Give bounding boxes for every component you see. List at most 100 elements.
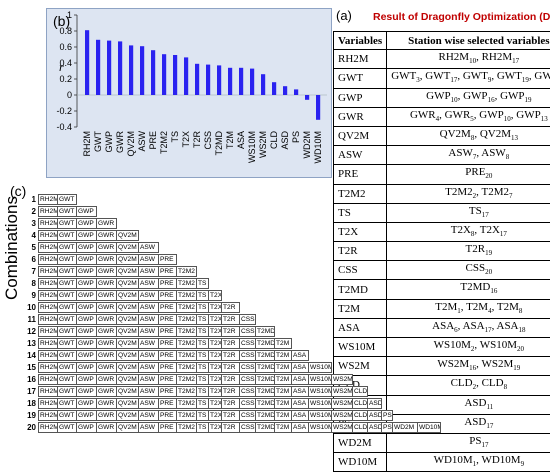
combination-cell: T2M2 <box>176 350 197 361</box>
combination-number: 6 <box>22 255 36 264</box>
combination-cell: GWR <box>96 350 117 361</box>
combination-cell: T2X <box>208 290 222 301</box>
combination-cell: RH2M <box>38 290 58 301</box>
combination-cell: PRE <box>158 326 177 337</box>
combination-cell: GWR <box>96 362 117 373</box>
combination-cell: WS2M <box>331 422 353 433</box>
combination-number: 14 <box>22 351 36 360</box>
combination-cell: GWR <box>96 290 117 301</box>
combination-cell: PRE <box>158 278 177 289</box>
combination-cell: ASA <box>291 350 309 361</box>
combination-cell: T2R <box>221 386 240 397</box>
combination-cell: WS2M <box>331 410 353 421</box>
combination-cell: WS10M <box>308 386 332 397</box>
combination-cell: CSS <box>239 338 256 349</box>
combination-number: 3 <box>22 219 36 228</box>
combination-cell: PRE <box>158 290 177 301</box>
combination-cell: GWT <box>57 398 77 409</box>
combination-cell: RH2M <box>38 278 58 289</box>
combination-cell: GWP <box>76 290 97 301</box>
combination-cell: T2MD <box>255 326 275 337</box>
combination-cell: GWT <box>57 326 77 337</box>
combination-cell: CSS <box>239 422 256 433</box>
combination-cell: QV2M <box>116 266 139 277</box>
combination-cell: PRE <box>158 266 177 277</box>
combination-number: 13 <box>22 339 36 348</box>
combination-cell: GWT <box>57 290 77 301</box>
combination-cell: T2X <box>208 350 222 361</box>
combination-cell: CSS <box>239 386 256 397</box>
combination-cell: GWR <box>96 278 117 289</box>
combination-cell: QV2M <box>116 290 139 301</box>
combination-cell: T2MD <box>255 362 275 373</box>
combination-cell: GWP <box>76 254 97 265</box>
combination-cell: ASW <box>138 338 159 349</box>
combination-cell: QV2M <box>116 326 139 337</box>
combination-cell: RH2M <box>38 206 58 217</box>
combination-cell: GWP <box>76 338 97 349</box>
combination-cell: WS2M <box>331 386 353 397</box>
combination-cell: T2X <box>208 398 222 409</box>
combination-cell: QV2M <box>116 398 139 409</box>
combination-cell: T2M2 <box>176 422 197 433</box>
combination-cell: PRE <box>158 314 177 325</box>
combination-cell: RH2M <box>38 410 58 421</box>
combination-cell: T2R <box>221 314 240 325</box>
combination-number: 2 <box>22 207 36 216</box>
combination-cell: T2X <box>208 314 222 325</box>
combination-cell: WS10M <box>308 362 332 373</box>
combination-cell: RH2M <box>38 302 58 313</box>
combination-cell: PRE <box>158 410 177 421</box>
combination-number: 4 <box>22 231 36 240</box>
combination-cell: T2X <box>208 374 222 385</box>
combination-cell: GWR <box>96 422 117 433</box>
combination-cell: T2R <box>221 326 240 337</box>
combination-number: 11 <box>22 315 36 324</box>
combination-cell: GWP <box>76 242 97 253</box>
combination-cell: RH2M <box>38 314 58 325</box>
combination-cell: GWT <box>57 206 77 217</box>
combination-cell: RH2M <box>38 374 58 385</box>
combination-cell: RH2M <box>38 230 58 241</box>
combination-cell: GWR <box>96 254 117 265</box>
combination-number: 5 <box>22 243 36 252</box>
combination-cell: T2X <box>208 422 222 433</box>
combination-cell: T2MD <box>255 386 275 397</box>
combination-cell: T2M <box>274 350 292 361</box>
combination-cell: QV2M <box>116 314 139 325</box>
combination-cell: RH2M <box>38 350 58 361</box>
combination-cell: WS10M <box>308 374 332 385</box>
combination-cell: RH2M <box>38 326 58 337</box>
combination-cell: T2R <box>221 338 240 349</box>
combination-cell: T2M <box>274 422 292 433</box>
combination-number: 17 <box>22 387 36 396</box>
combination-cell: T2MD <box>255 374 275 385</box>
combination-cell: T2M2 <box>176 266 197 277</box>
combination-number: 12 <box>22 327 36 336</box>
combination-cell: GWR <box>96 242 117 253</box>
combination-cell: GWP <box>76 278 97 289</box>
combination-cell: ASW <box>138 350 159 361</box>
combination-cell: GWT <box>57 422 77 433</box>
combination-cell: PRE <box>158 374 177 385</box>
combination-cell: TS <box>196 278 209 289</box>
combination-cell: ASA <box>291 386 309 397</box>
combination-cell: WS10M <box>308 398 332 409</box>
combination-cell: T2R <box>221 410 240 421</box>
combination-cell: GWR <box>96 314 117 325</box>
combination-cell: RH2M <box>38 218 58 229</box>
combination-cell: CLD <box>352 422 368 433</box>
combination-cell: CSS <box>239 350 256 361</box>
combination-cell: WD10M <box>417 422 441 433</box>
combination-cell: RH2M <box>38 362 58 373</box>
combination-cell: T2M <box>274 386 292 397</box>
combination-cell: RH2M <box>38 254 58 265</box>
combination-cell: GWP <box>76 314 97 325</box>
combination-cell: ASA <box>291 398 309 409</box>
combination-cell: WD2M <box>392 422 418 433</box>
combination-cell: GWR <box>96 374 117 385</box>
combination-cell: RH2M <box>38 266 58 277</box>
combination-cell: T2R <box>221 302 240 313</box>
combination-number: 18 <box>22 399 36 408</box>
